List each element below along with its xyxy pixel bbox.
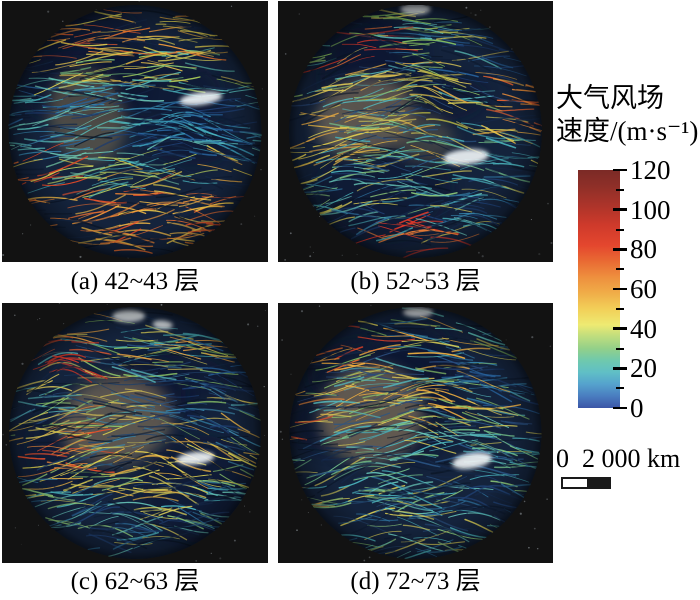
scalebar-segment-black: [587, 479, 609, 487]
colorbar-major-tick: [613, 208, 627, 211]
caption-panel-c: (c) 62~63 层: [70, 568, 200, 595]
colorbar-minor-tick: [616, 268, 624, 271]
colorbar-minor-tick: [616, 347, 624, 350]
colorbar-tick-label: 120: [630, 155, 671, 185]
colorbar-title-line1: 大气风场: [556, 83, 664, 113]
colorbar-major-tick: [613, 327, 627, 330]
colorbar-title-line2: 速度/(m·s⁻¹): [556, 115, 699, 146]
scalebar-segment-white: [563, 479, 588, 487]
colorbar-tick-label: 100: [630, 194, 671, 225]
colorbar-tick-label: 40: [630, 313, 657, 344]
caption-panel-a: (a) 42~43 层: [70, 268, 200, 295]
colorbar-minor-tick: [616, 307, 624, 310]
globe-panel-c: [2, 303, 268, 563]
colorbar-major-tick: [613, 287, 627, 291]
colorbar-minor-tick: [616, 387, 624, 390]
globe-panel-a: [2, 1, 268, 262]
colorbar-minor-tick: [616, 228, 624, 231]
globe-panel-b: [278, 1, 553, 262]
colorbar-major-tick: [613, 168, 627, 172]
globe-panel-d: [278, 303, 553, 563]
caption-panel-d: (d) 72~73 层: [350, 568, 481, 595]
caption-panel-b: (b) 52~53 层: [350, 268, 481, 295]
colorbar-tick-label: 60: [630, 274, 657, 304]
colorbar-minor-tick: [616, 188, 624, 191]
scalebar: [561, 477, 611, 489]
colorbar-title: 大气风场 速度/(m·s⁻¹): [556, 82, 700, 148]
colorbar-major-tick: [613, 248, 627, 251]
scalebar-label: 0 2 000 km: [556, 444, 681, 473]
colorbar-tick-label: 80: [630, 234, 657, 265]
colorbar-tick-label: 0: [630, 393, 644, 423]
colorbar-tick-label: 20: [630, 353, 657, 384]
colorbar-major-tick: [613, 406, 627, 410]
colorbar-major-tick: [613, 367, 627, 370]
